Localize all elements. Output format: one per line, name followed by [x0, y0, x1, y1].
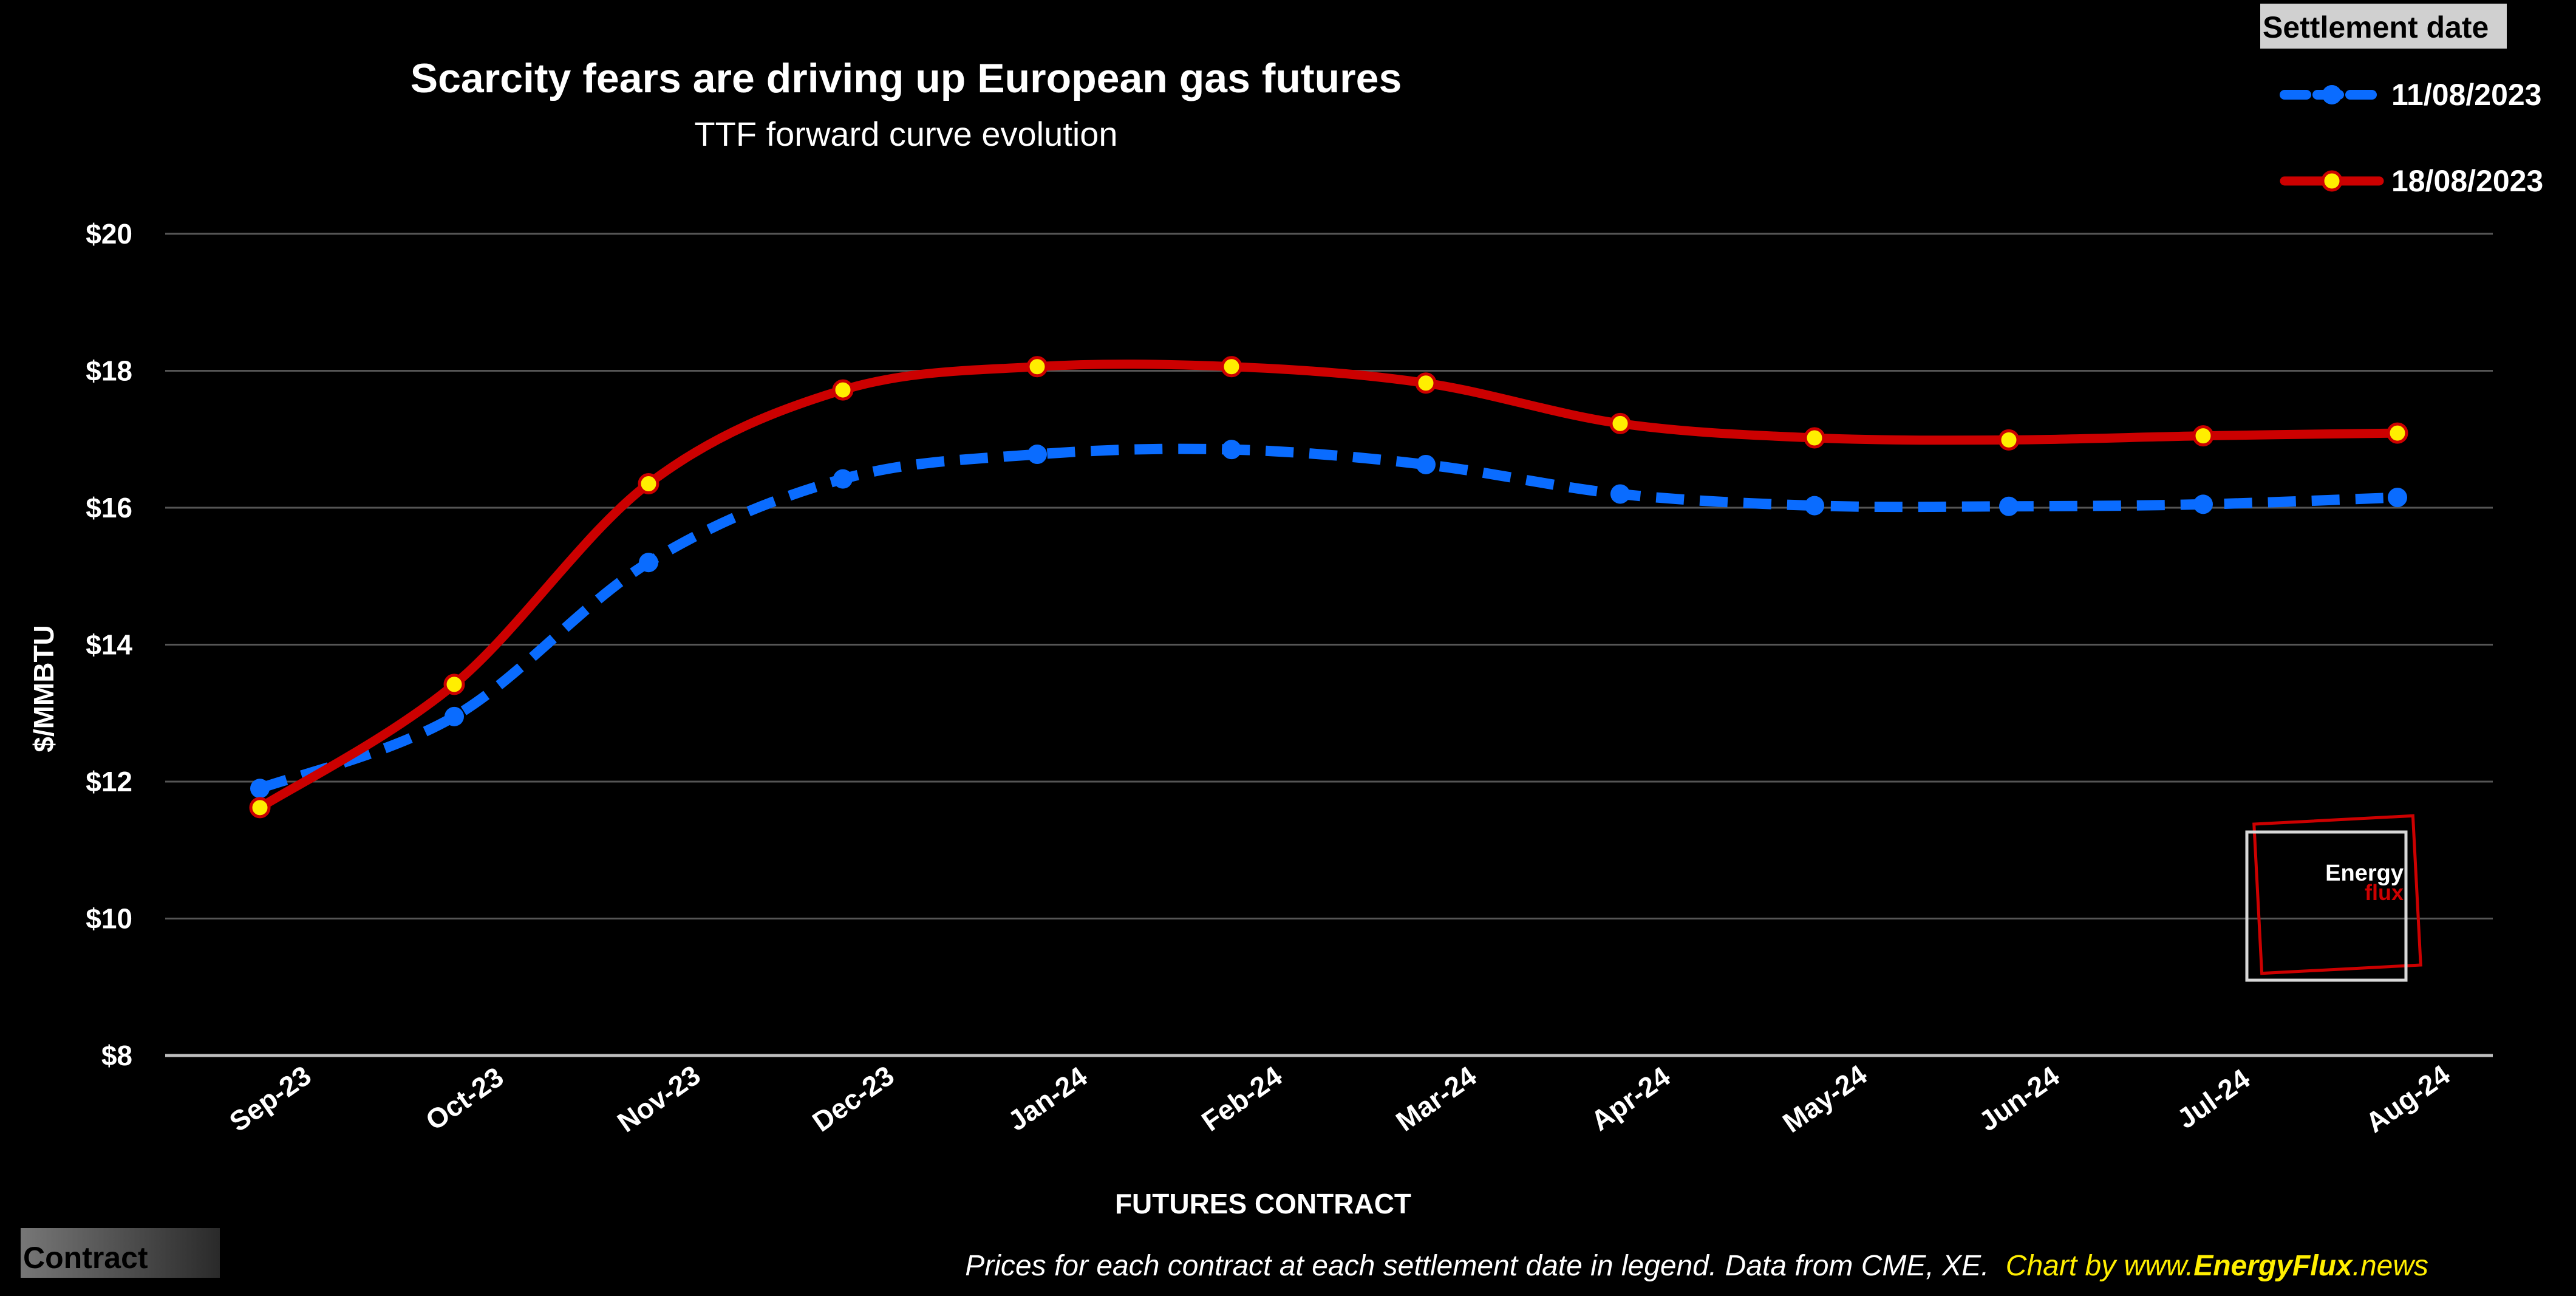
legend-swatch-marker	[2321, 170, 2343, 192]
y-tick-label: $12	[86, 766, 132, 797]
legend: Settlement date 11/08/2023 18/08/2023	[2260, 4, 2543, 198]
legend-swatch-marker	[2322, 85, 2342, 104]
logo-text-energy: Energy	[2325, 861, 2404, 886]
y-tick-label: $16	[86, 492, 132, 524]
y-tick-label: $20	[86, 218, 132, 250]
data-point	[1805, 496, 1824, 516]
data-point	[1026, 356, 1048, 378]
y-tick-label: $18	[86, 355, 132, 387]
chart-title: Scarcity fears are driving up European g…	[411, 55, 1402, 101]
data-point	[1416, 454, 1436, 474]
data-point	[250, 779, 270, 799]
y-axis-ticks: $8 $10 $12 $14 $16 $18 $20	[86, 218, 132, 1071]
logo-frame-red	[2252, 814, 2422, 975]
data-point	[445, 706, 464, 726]
footer-text: Prices for each contract at each settlem…	[965, 1250, 2428, 1282]
y-tick-label: $8	[101, 1040, 132, 1071]
energyflux-logo: Energy flux	[2245, 814, 2422, 982]
data-point	[2193, 494, 2213, 514]
series-line	[258, 443, 2398, 794]
footer-note: Prices for each contract at each settlem…	[965, 1250, 1989, 1282]
data-point	[638, 473, 659, 495]
y-axis-label: $/MMBTU	[28, 625, 60, 752]
legend-title-box	[2260, 4, 2507, 49]
data-point	[1610, 484, 1630, 504]
y-tick-label: $14	[86, 629, 132, 661]
data-point	[1027, 445, 1047, 465]
data-point	[832, 379, 854, 401]
footer-credit-prefix: Chart by www.	[2006, 1250, 2193, 1282]
data-point	[833, 469, 853, 489]
data-point	[1999, 496, 2019, 516]
series-2	[249, 356, 2408, 819]
data-point	[2387, 422, 2408, 444]
x-axis-label: FUTURES CONTRACT	[1115, 1188, 1411, 1219]
legend-item-1: 11/08/2023	[2280, 78, 2542, 112]
data-point	[639, 553, 658, 573]
footer-credit-suffix: .news	[2353, 1250, 2428, 1282]
corner-label-box	[21, 1228, 220, 1278]
data-point	[1415, 372, 1437, 394]
data-point	[2192, 425, 2214, 447]
y-tick-label: $10	[86, 903, 132, 935]
legend-label: 18/08/2023	[2391, 164, 2543, 198]
data-point	[249, 797, 271, 819]
logo-frame-white	[2245, 830, 2408, 982]
chart-subtitle: TTF forward curve evolution	[694, 115, 1117, 153]
legend-item-2: 18/08/2023	[2280, 164, 2543, 198]
legend-label: 11/08/2023	[2391, 78, 2542, 112]
series-group	[249, 356, 2408, 819]
legend-title: Settlement date	[2263, 10, 2489, 44]
footer-credit-brand: EnergyFlux	[2193, 1250, 2354, 1282]
logo-text-flux: flux	[2365, 880, 2404, 905]
data-point	[1222, 440, 1241, 460]
data-point	[2388, 488, 2407, 508]
data-point	[1221, 356, 1242, 378]
data-point	[443, 674, 465, 695]
series-1	[250, 440, 2407, 799]
data-point	[1998, 429, 2020, 451]
corner-label: Contract	[23, 1241, 148, 1275]
data-point	[1804, 427, 1825, 449]
data-point	[1609, 412, 1631, 434]
